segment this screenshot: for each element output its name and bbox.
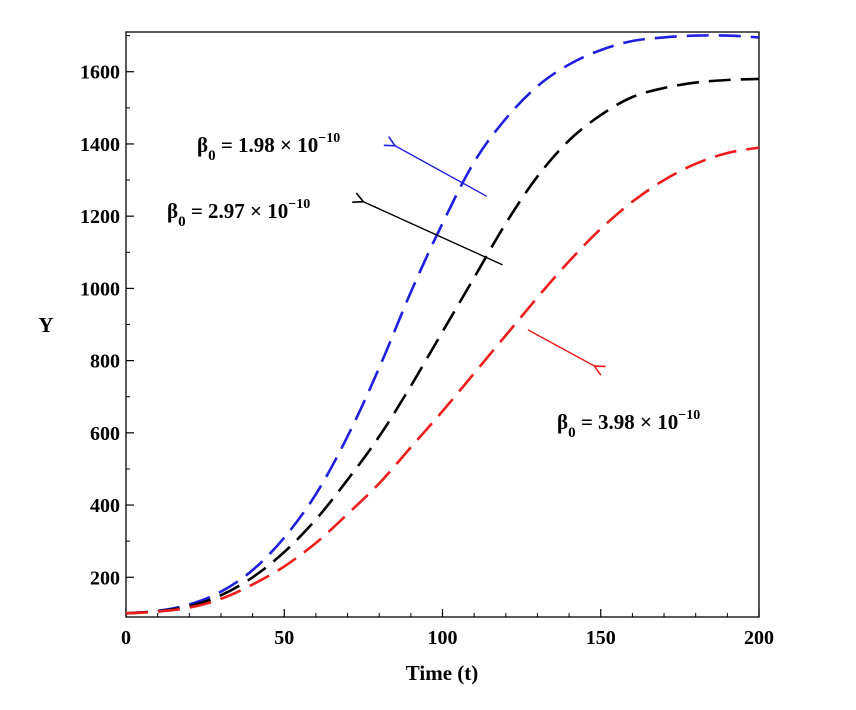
y-tick-label: 1000: [80, 278, 120, 300]
y-tick-label: 600: [90, 423, 120, 445]
y-tick-label: 1600: [80, 62, 120, 84]
x-axis: 0 50 100 150 200: [121, 609, 774, 649]
y-tick-label: 800: [90, 351, 120, 373]
series-layer: [125, 34, 760, 615]
y-axis: 200 400 600 800 1000 1200 1400 1600: [80, 35, 134, 614]
plot-frame: [125, 31, 760, 618]
annotation-label-2: β0 = 2.97 × 10−10: [167, 197, 310, 230]
y-axis-title: Y: [38, 313, 53, 337]
series-line-1: [125, 34, 760, 615]
annotation-arrow-3: [527, 329, 606, 376]
annotation-arrow-1: [383, 136, 488, 197]
x-tick-label: 0: [121, 627, 131, 649]
annotation-label-3: β0 = 3.98 × 10−10: [557, 408, 700, 441]
series-line-3: [125, 146, 760, 615]
x-tick-label: 100: [428, 627, 458, 649]
y-tick-label: 1200: [80, 206, 120, 228]
x-tick-label: 200: [744, 627, 774, 649]
annotations: β0 = 1.98 × 10−10 β0 = 2.97 × 10−10 β0 = 3…: [167, 131, 700, 441]
y-tick-label: 1400: [80, 134, 120, 156]
x-tick-label: 150: [586, 627, 616, 649]
annotation-label-1: β0 = 1.98 × 10−10: [197, 131, 340, 164]
x-tick-label: 50: [274, 627, 294, 649]
y-tick-label: 400: [90, 495, 120, 517]
series-line-2: [125, 77, 760, 615]
x-axis-title: Time (t): [406, 661, 479, 685]
annotation-arrow-2: [352, 192, 503, 266]
y-tick-label: 200: [90, 567, 120, 589]
